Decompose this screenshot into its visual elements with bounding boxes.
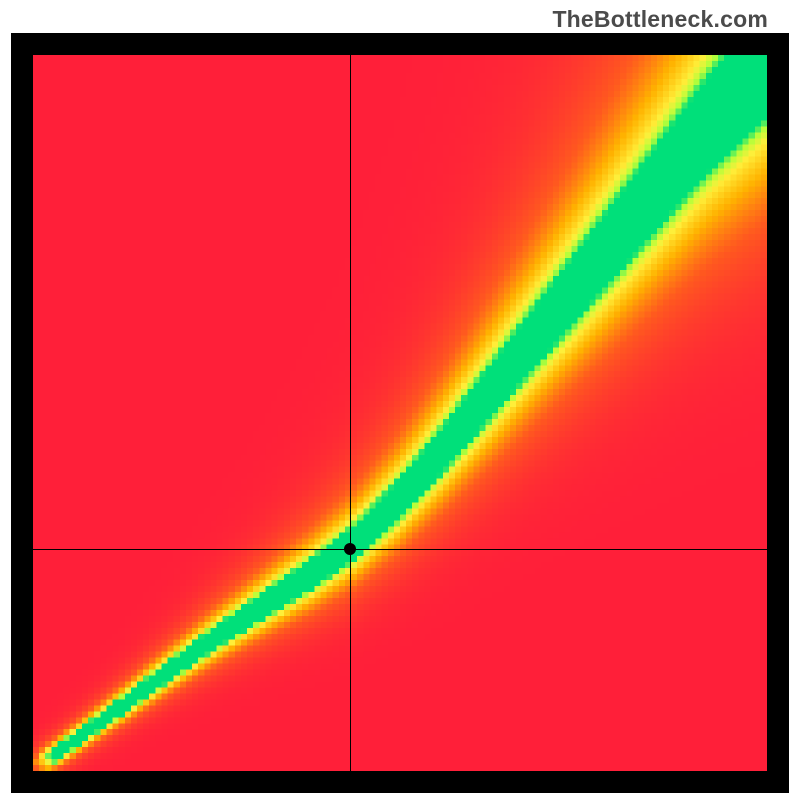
- crosshair-horizontal-line: [33, 549, 767, 550]
- heatmap-canvas: [33, 55, 767, 771]
- crosshair-vertical-line: [350, 55, 351, 771]
- heatmap-plot-area: [33, 55, 767, 771]
- watermark-text: TheBottleneck.com: [552, 6, 768, 33]
- crosshair-marker-dot: [344, 543, 356, 555]
